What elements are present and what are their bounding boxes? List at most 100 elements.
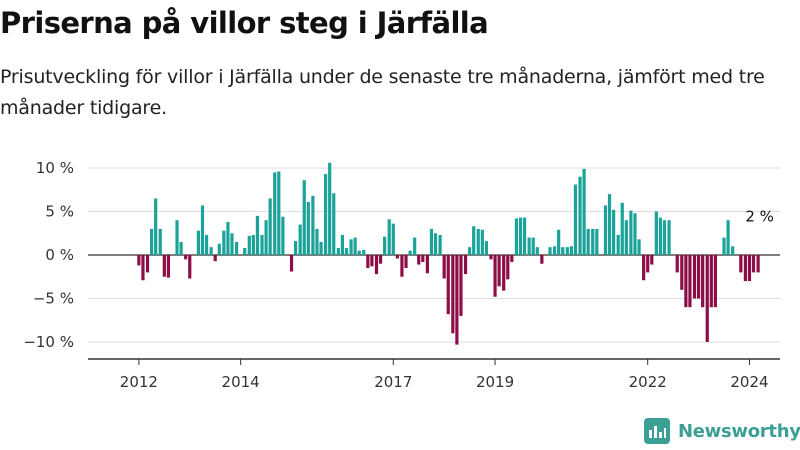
bar — [162, 255, 166, 277]
bar — [425, 255, 429, 274]
bar — [527, 237, 531, 255]
bar — [260, 234, 264, 255]
axes: 10 % 5 % 0 % −5 % −10 % 2012 2014 2017 2019 2022 2… — [23, 159, 780, 391]
bar — [743, 255, 747, 282]
bar — [362, 249, 366, 255]
bar — [404, 255, 408, 269]
bar — [476, 228, 480, 255]
bar — [518, 217, 523, 255]
bar — [646, 255, 650, 273]
bar — [616, 234, 620, 255]
bar — [289, 255, 294, 272]
bar — [336, 248, 340, 255]
bar — [395, 255, 399, 259]
bar — [429, 228, 434, 255]
x-tick-label: 2024 — [730, 373, 768, 391]
bar — [179, 241, 183, 255]
bar — [709, 255, 713, 308]
bar — [506, 255, 510, 280]
bar — [510, 255, 514, 262]
bar — [684, 255, 688, 308]
bar — [328, 162, 332, 255]
chart-subtitle: Prisutveckling för villor i Järfälla und… — [0, 66, 765, 119]
bar — [175, 220, 179, 255]
bar — [731, 246, 735, 255]
bar — [247, 235, 251, 255]
bar — [633, 213, 637, 255]
bar — [451, 255, 455, 334]
bar — [408, 250, 412, 255]
bar — [184, 255, 188, 260]
y-tick-label: 0 % — [45, 246, 74, 264]
bar — [234, 241, 239, 255]
bar — [756, 255, 760, 273]
bar — [306, 201, 310, 255]
bar — [595, 228, 599, 255]
bar — [230, 233, 234, 255]
bar — [374, 255, 379, 275]
bar — [612, 209, 616, 255]
bar — [378, 255, 383, 264]
latest-value-annotation: 2 % — [745, 208, 774, 226]
bar — [561, 247, 565, 255]
bar — [573, 184, 578, 255]
bar — [446, 255, 450, 315]
bars — [137, 162, 760, 345]
bar — [298, 224, 302, 255]
bar — [480, 229, 484, 255]
bar — [540, 255, 544, 264]
bar — [158, 228, 162, 255]
bar — [196, 230, 201, 255]
x-tick-label: 2014 — [222, 373, 260, 391]
y-tick-label: −5 % — [33, 290, 74, 308]
x-tick-label: 2017 — [374, 373, 412, 391]
bar — [166, 255, 170, 278]
bar — [357, 250, 361, 255]
bar — [302, 180, 306, 255]
bar — [387, 219, 391, 255]
bar — [637, 239, 641, 255]
bar — [739, 255, 743, 273]
bar — [582, 168, 586, 255]
bar — [642, 255, 646, 281]
bar — [557, 229, 561, 255]
bar — [522, 217, 527, 255]
bar — [243, 248, 247, 255]
bar — [222, 230, 226, 255]
bar — [535, 247, 539, 255]
bar — [154, 198, 158, 255]
bar — [620, 202, 624, 255]
bar — [281, 216, 285, 255]
bar — [324, 174, 328, 255]
bar — [650, 255, 654, 265]
y-tick-label: 10 % — [36, 159, 74, 177]
bar — [675, 255, 679, 273]
bar — [442, 255, 446, 279]
bar-chart-logo-icon — [644, 418, 670, 444]
bar — [662, 220, 667, 255]
x-tick-label: 2019 — [476, 373, 514, 391]
bar — [459, 255, 463, 316]
bar — [747, 255, 752, 282]
bar — [226, 221, 230, 255]
bar — [438, 234, 442, 255]
bar — [701, 255, 705, 308]
bar — [455, 255, 459, 345]
bar — [268, 198, 272, 255]
bar — [629, 210, 633, 255]
x-tick-label: 2012 — [120, 373, 158, 391]
bar — [751, 255, 756, 273]
bar — [344, 248, 349, 255]
bar — [548, 247, 552, 255]
bar — [578, 176, 582, 255]
bar — [213, 255, 217, 262]
bar — [468, 247, 472, 255]
bar — [624, 220, 628, 255]
bar — [421, 255, 425, 262]
bar — [200, 205, 205, 255]
bar — [349, 239, 353, 255]
bar — [497, 255, 501, 287]
bar — [217, 243, 221, 255]
bar — [603, 205, 608, 255]
